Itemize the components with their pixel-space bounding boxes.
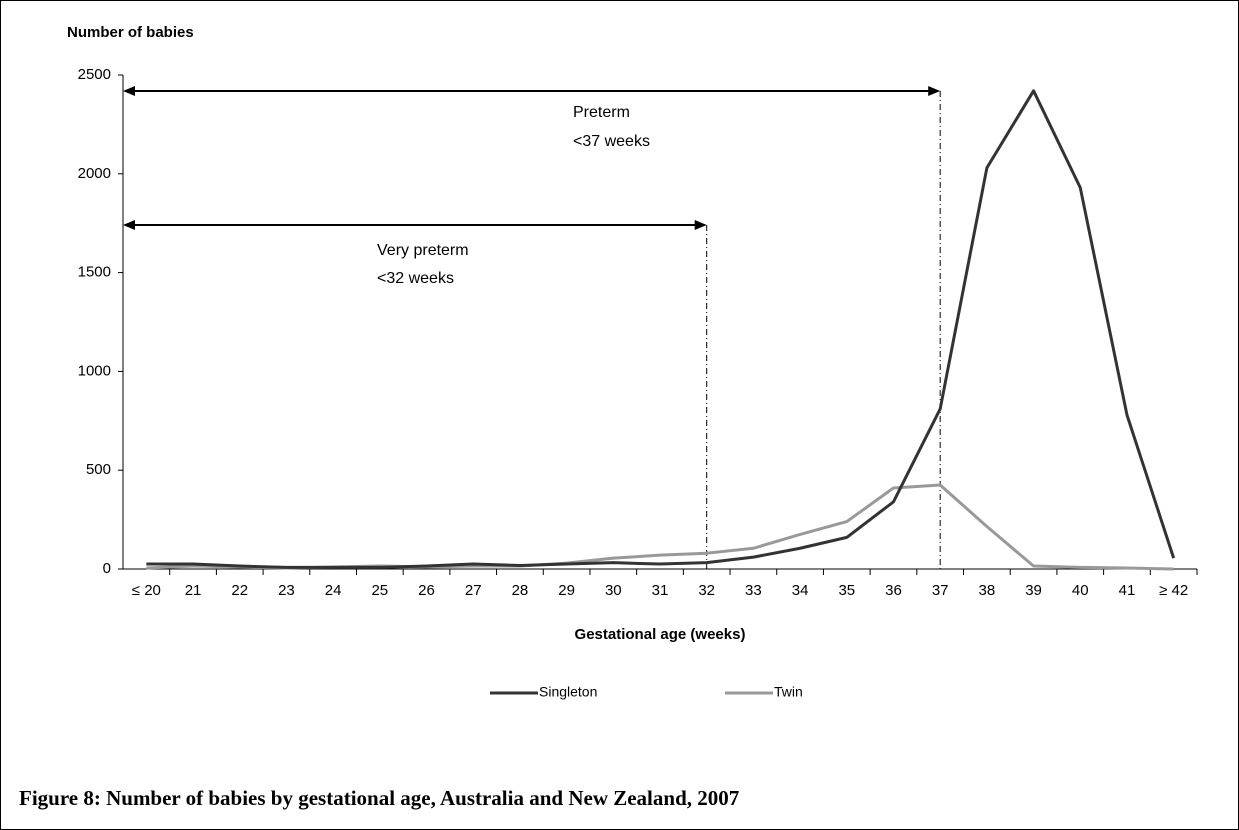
x-tick-label: 40: [1072, 582, 1089, 599]
x-axis-title: Gestational age (weeks): [575, 626, 746, 643]
arrow-head: [123, 220, 135, 230]
x-tick-label: 30: [605, 582, 622, 599]
y-axis-title: Number of babies: [67, 24, 194, 41]
series-line: [146, 89, 1176, 569]
arrow-head: [694, 220, 707, 230]
y-tick-label: 1000: [78, 362, 111, 379]
x-tick-label: ≤ 20: [132, 582, 161, 599]
x-tick-label: 39: [1025, 582, 1042, 599]
x-tick-label: 26: [418, 582, 435, 599]
x-tick-label: 35: [838, 582, 855, 599]
x-tick-label: 21: [185, 582, 202, 599]
annotation-text: <32 weeks: [377, 270, 454, 287]
y-tick-label: 2500: [78, 66, 111, 83]
figure-caption: Figure 8: Number of babies by gestationa…: [19, 786, 739, 810]
y-tick-label: 0: [103, 560, 111, 577]
x-tick-label: 27: [465, 582, 482, 599]
x-tick-label: 37: [932, 582, 949, 599]
x-tick-label: 36: [885, 582, 902, 599]
annotation-text: Preterm: [573, 104, 630, 121]
x-tick-label: 38: [979, 582, 996, 599]
x-tick-label: 32: [698, 582, 715, 599]
x-tick-label: 31: [652, 582, 669, 599]
y-tick-label: 500: [86, 461, 111, 478]
legend-label: Twin: [774, 684, 803, 700]
annotation-text: Very preterm: [377, 242, 469, 259]
x-tick-label: 24: [325, 582, 342, 599]
annotation-text: <37 weeks: [573, 133, 650, 150]
legend-label: Singleton: [539, 684, 597, 700]
y-tick-label: 1500: [78, 264, 111, 281]
x-tick-label: 33: [745, 582, 762, 599]
x-tick-label: ≥ 42: [1159, 582, 1188, 599]
y-tick-label: 2000: [78, 165, 111, 182]
x-tick-label: 22: [231, 582, 248, 599]
arrow-head: [123, 86, 135, 96]
x-tick-label: 29: [558, 582, 575, 599]
x-tick-label: 28: [512, 582, 529, 599]
x-tick-label: 34: [792, 582, 809, 599]
x-tick-label: 25: [371, 582, 388, 599]
arrow-head: [928, 86, 941, 96]
x-tick-label: 23: [278, 582, 295, 599]
x-tick-label: 41: [1119, 582, 1136, 599]
